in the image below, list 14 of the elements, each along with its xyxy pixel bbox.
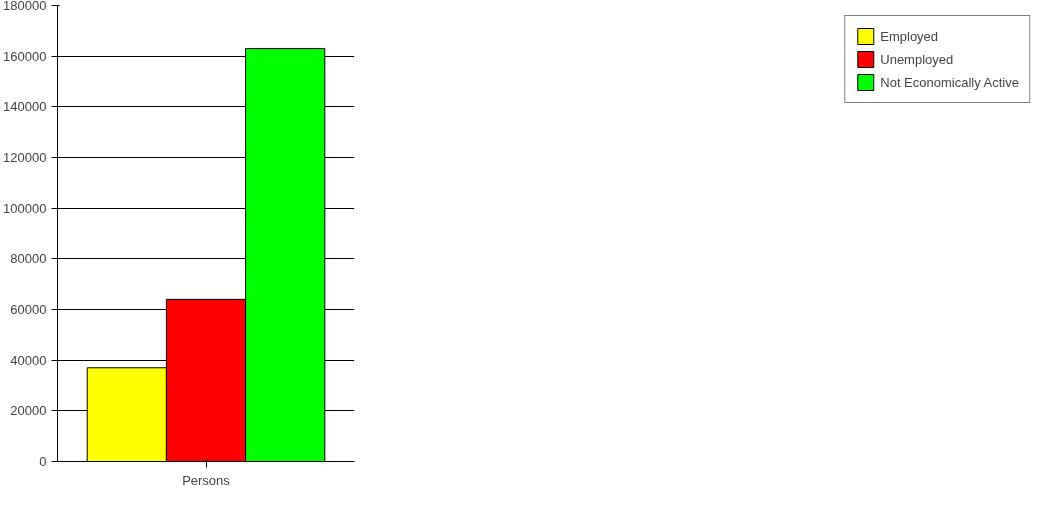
y-tick-label: 100000 [3, 200, 47, 216]
legend-label: Unemployed [880, 51, 954, 67]
y-tick-label: 160000 [3, 48, 47, 64]
y-tick-label: 120000 [3, 150, 47, 165]
y-tick-label: 180000 [3, 0, 47, 13]
legend-label: Employed [880, 28, 939, 44]
y-tick-label: 80000 [10, 251, 47, 267]
y-tick-label: 0 [39, 454, 47, 469]
y-tick-label: 40000 [10, 352, 47, 368]
legend-label: Not Economically Active [880, 74, 1019, 90]
y-tick-label: 20000 [10, 403, 47, 419]
y-tick-label: 60000 [10, 302, 47, 317]
y-tick-label: 140000 [3, 99, 47, 115]
x-tick-label: Persons [182, 472, 231, 488]
